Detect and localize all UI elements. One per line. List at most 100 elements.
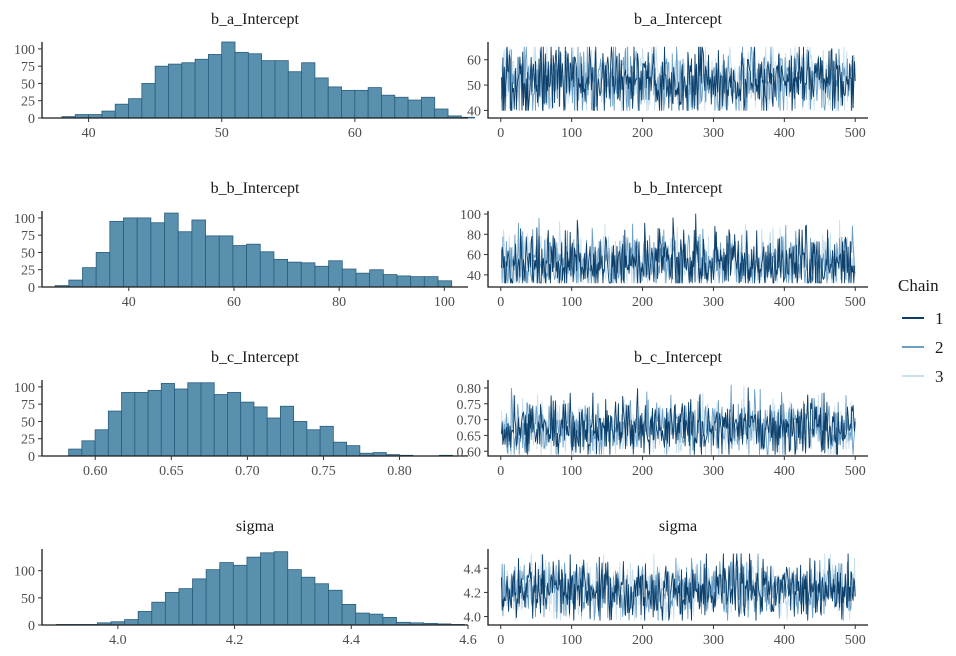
histogram-bar	[341, 268, 357, 288]
histogram-bar	[280, 405, 295, 457]
x-tick-label: 40	[122, 295, 136, 310]
x-tick-label: 50	[215, 126, 229, 141]
histogram-bar	[287, 71, 302, 119]
panel-title: b_a_Intercept	[634, 11, 723, 28]
panel-7: sigma 4.0 4.2 4.4 4.6 0 50 100	[14, 518, 477, 648]
histogram-bar	[355, 272, 371, 288]
y-tick-label: 0	[28, 112, 35, 127]
x-tick-label: 300	[703, 126, 724, 141]
x-tick-label: 60	[227, 295, 241, 310]
y-tick-label: 25	[21, 433, 35, 448]
histogram-bar	[68, 448, 83, 457]
y-tick-label: 100	[460, 208, 481, 223]
panel-title: b_b_Intercept	[211, 180, 300, 197]
chain-legend: Chain 1 2 3	[898, 276, 944, 386]
legend-label-chain-1: 1	[935, 309, 944, 328]
histogram-bar	[147, 389, 162, 457]
histogram-bar	[240, 401, 255, 457]
histogram-bar	[341, 89, 356, 119]
x-tick-label: 0	[497, 633, 504, 648]
x-tick-label: 4.6	[459, 633, 477, 648]
histogram-bar	[328, 589, 343, 626]
histogram-bar	[332, 441, 347, 457]
x-tick-label: 400	[774, 464, 795, 479]
histogram-bar	[200, 382, 215, 457]
x-tick-label: 300	[703, 464, 724, 479]
y-tick-label: 80	[467, 228, 481, 243]
x-tick-label: 0	[497, 295, 504, 310]
histogram-bar	[205, 235, 220, 288]
histogram-bar	[314, 265, 330, 288]
histogram-bar	[218, 235, 234, 288]
histogram-bar	[181, 62, 196, 119]
x-tick-label: 400	[774, 295, 795, 310]
y-tick-label: 25	[21, 95, 35, 110]
histogram-bar	[137, 611, 153, 626]
histogram-bar	[355, 612, 370, 626]
histogram-bar	[136, 217, 152, 288]
legend-entry-2: 2	[902, 338, 944, 357]
x-tick-label: 4.2	[226, 633, 244, 648]
y-tick-label: 50	[467, 79, 481, 94]
histogram-bar	[260, 552, 275, 626]
panel-3: b_b_Intercept 40 60 80 100 0 25 50 75 100	[14, 180, 468, 310]
y-tick-label: 100	[14, 212, 35, 227]
x-tick-label: 100	[561, 633, 582, 648]
y-tick-label: 4.0	[464, 611, 482, 626]
y-tick-label: 50	[21, 592, 35, 607]
panel-1: b_a_Intercept 40 50 60 0 25 50 75 100	[14, 11, 476, 141]
histogram-bar	[141, 83, 156, 119]
histogram-bar	[227, 392, 242, 457]
x-tick-label: 500	[845, 126, 866, 141]
histogram-bar	[396, 275, 412, 288]
x-tick-label: 4.0	[109, 633, 127, 648]
x-tick-label: 100	[561, 126, 582, 141]
panel-4: b_b_Intercept 0 100 200 300 400 500 40 60 80 100	[460, 180, 868, 310]
x-tick-label: 300	[703, 633, 724, 648]
panels: b_a_Intercept 40 50 60 0 25 50 75 100 b_a_Interce…	[14, 11, 868, 648]
y-tick-label: 75	[21, 229, 35, 244]
histogram-bar	[319, 425, 334, 457]
histogram-bar	[81, 440, 96, 457]
trace-line-chain-1	[501, 553, 856, 621]
histogram-bar	[208, 54, 223, 119]
panel-title: b_a_Intercept	[211, 11, 300, 28]
trace-line-chain-1	[501, 213, 856, 284]
x-tick-label: 0.65	[159, 464, 184, 479]
x-tick-label: 80	[332, 295, 346, 310]
histogram-bar	[293, 421, 308, 457]
y-tick-label: 100	[14, 565, 35, 580]
y-tick-label: 25	[21, 264, 35, 279]
histogram-bar	[109, 220, 124, 288]
x-tick-label: 0	[497, 126, 504, 141]
panel-5: b_c_Intercept 0.60 0.65 0.70 0.75 0.80 0 25 50 75…	[14, 349, 468, 479]
histogram-bar	[213, 394, 228, 457]
histogram-bar	[327, 86, 342, 119]
y-tick-label: 40	[467, 269, 481, 284]
x-tick-label: 200	[632, 126, 653, 141]
histogram-bar	[261, 60, 276, 119]
histogram-bar	[287, 261, 302, 288]
histogram-bar	[154, 65, 169, 119]
y-tick-label: 75	[21, 60, 35, 75]
x-tick-label: 200	[632, 464, 653, 479]
histogram-bar	[421, 96, 436, 119]
histogram-bar	[273, 551, 289, 626]
x-tick-label: 400	[774, 126, 795, 141]
panel-8: sigma 0 100 200 300 400 500 4.0 4.2 4.4	[464, 518, 868, 648]
histogram-bar	[314, 583, 329, 626]
y-tick-label: 100	[14, 43, 35, 58]
y-tick-label: 0	[28, 619, 35, 634]
y-tick-label: 0.70	[457, 414, 482, 429]
histogram-bar	[368, 613, 384, 626]
y-tick-label: 50	[21, 246, 35, 261]
y-tick-label: 50	[21, 77, 35, 92]
histogram-bar	[191, 219, 206, 288]
histogram-bar	[246, 556, 261, 626]
x-tick-label: 400	[774, 633, 795, 648]
y-tick-label: 60	[467, 249, 481, 264]
histogram-bar	[234, 51, 249, 119]
y-tick-label: 4.2	[464, 586, 482, 601]
histogram-bar	[232, 245, 247, 288]
